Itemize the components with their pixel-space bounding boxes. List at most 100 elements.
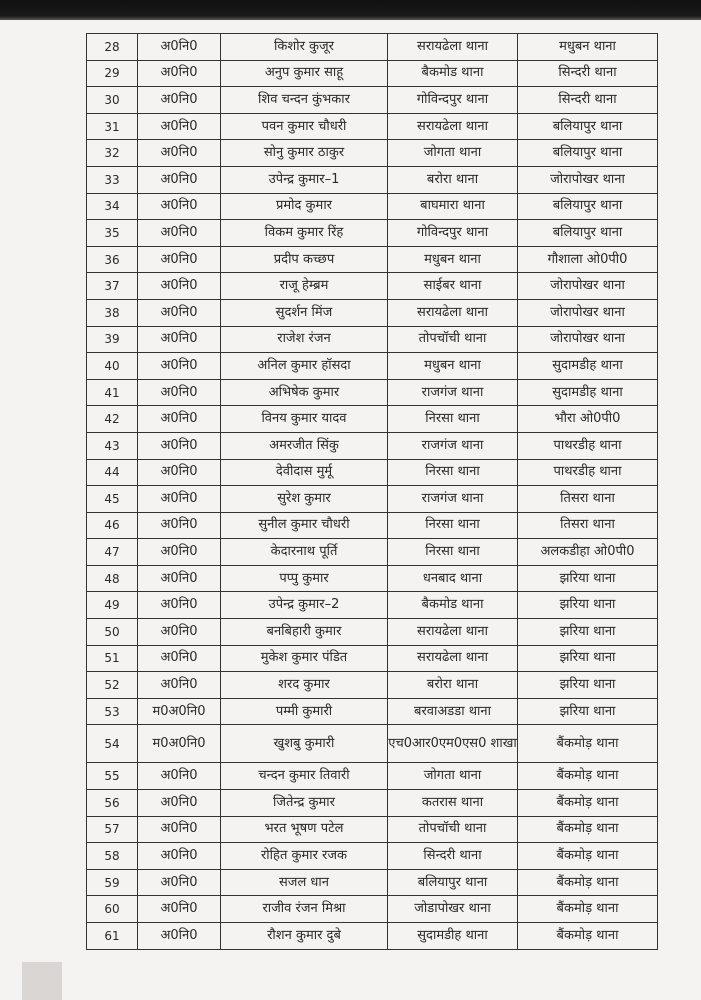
table-row: 30 अ0नि0 शिव चन्दन कुंभकार गोविन्दपुर थाना स… bbox=[86, 86, 658, 114]
table-row: 40 अ0नि0 अनिल कुमार हॉसदा मधुबन थाना सुदामडी… bbox=[86, 352, 658, 380]
current-posting: तोपचॉची थाना bbox=[387, 325, 518, 354]
table-row: 60 अ0नि0 राजीव रंजन मिश्रा जोडापोखर थाना बैं… bbox=[86, 895, 658, 923]
officer-name: अमरजीत सिंकु bbox=[220, 431, 388, 460]
serial-number: 48 bbox=[86, 564, 138, 593]
current-posting: निरसा थाना bbox=[387, 458, 518, 487]
officer-name: भरत भूषण पटेल bbox=[220, 815, 388, 844]
serial-number: 61 bbox=[86, 922, 138, 950]
officer-name: रोहित कुमार रजक bbox=[220, 842, 388, 870]
rank: अ0नि0 bbox=[137, 868, 221, 897]
rank: अ0नि0 bbox=[137, 352, 221, 380]
new-posting: बैंकमोड़ थाना bbox=[517, 922, 658, 950]
officer-name: राजेश रंजन bbox=[220, 325, 388, 354]
serial-number: 53 bbox=[86, 697, 138, 726]
serial-number: 37 bbox=[86, 272, 138, 300]
officer-name: सोनु कुमार ठाकुर bbox=[220, 139, 388, 167]
rank: अ0नि0 bbox=[137, 485, 221, 513]
new-posting: जोरापोखर थाना bbox=[517, 165, 658, 194]
current-posting: बाघमारा थाना bbox=[387, 192, 518, 221]
new-posting: तिसरा थाना bbox=[517, 511, 658, 540]
rank: अ0नि0 bbox=[137, 245, 221, 274]
current-posting: सरायढेला थाना bbox=[387, 298, 518, 327]
new-posting: बलियापुर थाना bbox=[517, 219, 658, 247]
serial-number: 59 bbox=[86, 868, 138, 897]
rank: अ0नि0 bbox=[137, 815, 221, 844]
rank: अ0नि0 bbox=[137, 165, 221, 194]
current-posting: गोविन्दपुर थाना bbox=[387, 219, 518, 247]
current-posting: सरायढेला थाना bbox=[387, 112, 518, 141]
new-posting: बैंकमोड़ थाना bbox=[517, 895, 658, 923]
officer-name: प्रदीप कच्छप bbox=[220, 245, 388, 274]
rank: अ0नि0 bbox=[137, 511, 221, 540]
serial-number: 32 bbox=[86, 139, 138, 167]
officer-name: उपेन्द्र कुमार–1 bbox=[220, 165, 388, 194]
table-row: 49 अ0नि0 उपेन्द्र कुमार–2 बैकमोड थाना झरिया … bbox=[86, 591, 658, 620]
new-posting: झरिया थाना bbox=[517, 618, 658, 646]
current-posting: राजगंज थाना bbox=[387, 431, 518, 460]
rank: अ0नि0 bbox=[137, 192, 221, 221]
rank: अ0नि0 bbox=[137, 272, 221, 300]
officer-name: राजीव रंजन मिश्रा bbox=[220, 895, 388, 923]
table-row: 34 अ0नि0 प्रमोद कुमार बाघमारा थाना बलियापुर … bbox=[86, 192, 658, 221]
current-posting: साईबर थाना bbox=[387, 272, 518, 300]
scan-corner-mark bbox=[22, 962, 62, 1000]
officer-name: अनुप कुमार साहू bbox=[220, 59, 388, 88]
serial-number: 58 bbox=[86, 842, 138, 870]
new-posting: तिसरा थाना bbox=[517, 485, 658, 513]
serial-number: 38 bbox=[86, 298, 138, 327]
table-row: 58 अ0नि0 रोहित कुमार रजक सिन्दरी थाना बैंकमो… bbox=[86, 842, 658, 870]
table-row: 35 अ0नि0 विकम कुमार रिंह गोविन्दपुर थाना बलि… bbox=[86, 219, 658, 247]
table-row: 38 अ0नि0 सुदर्शन मिंज सरायढेला थाना जोरापोखर… bbox=[86, 298, 658, 327]
serial-number: 42 bbox=[86, 405, 138, 433]
new-posting: झरिया थाना bbox=[517, 671, 658, 699]
serial-number: 39 bbox=[86, 325, 138, 354]
officer-name: मुकेश कुमार पंडित bbox=[220, 644, 388, 673]
officer-name: चन्दन कुमार तिवारी bbox=[220, 762, 388, 791]
new-posting: बैंकमोड़ थाना bbox=[517, 724, 658, 764]
new-posting: जोरापोखर थाना bbox=[517, 325, 658, 354]
new-posting: जोरापोखर थाना bbox=[517, 298, 658, 327]
new-posting: झरिया थाना bbox=[517, 644, 658, 673]
serial-number: 51 bbox=[86, 644, 138, 673]
new-posting: झरिया थाना bbox=[517, 697, 658, 726]
serial-number: 49 bbox=[86, 591, 138, 620]
rank: म0अ0नि0 bbox=[137, 697, 221, 726]
table-row: 47 अ0नि0 केदारनाथ पूर्ति निरसा थाना अलकडीहा … bbox=[86, 538, 658, 566]
new-posting: सुदामडीह थाना bbox=[517, 352, 658, 380]
table-row: 56 अ0नि0 जितेन्द्र कुमार कतरास थाना बैंकमोड़… bbox=[86, 789, 658, 817]
rank: अ0नि0 bbox=[137, 86, 221, 114]
current-posting: निरसा थाना bbox=[387, 511, 518, 540]
current-posting: सरायढेला थाना bbox=[387, 33, 518, 61]
rank: अ0नि0 bbox=[137, 618, 221, 646]
current-posting: मधुबन थाना bbox=[387, 245, 518, 274]
current-posting: राजगंज थाना bbox=[387, 378, 518, 407]
new-posting: पाथरडीह थाना bbox=[517, 431, 658, 460]
current-posting: बरोरा थाना bbox=[387, 671, 518, 699]
current-posting: सिन्दरी थाना bbox=[387, 842, 518, 870]
current-posting: जोगता थाना bbox=[387, 762, 518, 791]
officer-name: पवन कुमार चौधरी bbox=[220, 112, 388, 141]
rank: अ0नि0 bbox=[137, 59, 221, 88]
serial-number: 29 bbox=[86, 59, 138, 88]
current-posting: बैकमोड थाना bbox=[387, 59, 518, 88]
new-posting: पाथरडीह थाना bbox=[517, 458, 658, 487]
current-posting: राजगंज थाना bbox=[387, 485, 518, 513]
rank: अ0नि0 bbox=[137, 33, 221, 61]
serial-number: 54 bbox=[86, 724, 138, 764]
current-posting: बरवाअडडा थाना bbox=[387, 697, 518, 726]
current-posting: बैकमोड थाना bbox=[387, 591, 518, 620]
rank: अ0नि0 bbox=[137, 538, 221, 566]
officer-name: उपेन्द्र कुमार–2 bbox=[220, 591, 388, 620]
rank: अ0नि0 bbox=[137, 591, 221, 620]
table-row: 32 अ0नि0 सोनु कुमार ठाकुर जोगता थाना बलियापु… bbox=[86, 139, 658, 167]
new-posting: बैंकमोड़ थाना bbox=[517, 815, 658, 844]
officer-name: अनिल कुमार हॉसदा bbox=[220, 352, 388, 380]
new-posting: सुदामडीह थाना bbox=[517, 378, 658, 407]
serial-number: 36 bbox=[86, 245, 138, 274]
officer-name: केदारनाथ पूर्ति bbox=[220, 538, 388, 566]
officer-name: विनय कुमार यादव bbox=[220, 405, 388, 433]
serial-number: 45 bbox=[86, 485, 138, 513]
officer-name: किशोर कुजूर bbox=[220, 33, 388, 61]
new-posting: बलियापुर थाना bbox=[517, 139, 658, 167]
rank: अ0नि0 bbox=[137, 922, 221, 950]
